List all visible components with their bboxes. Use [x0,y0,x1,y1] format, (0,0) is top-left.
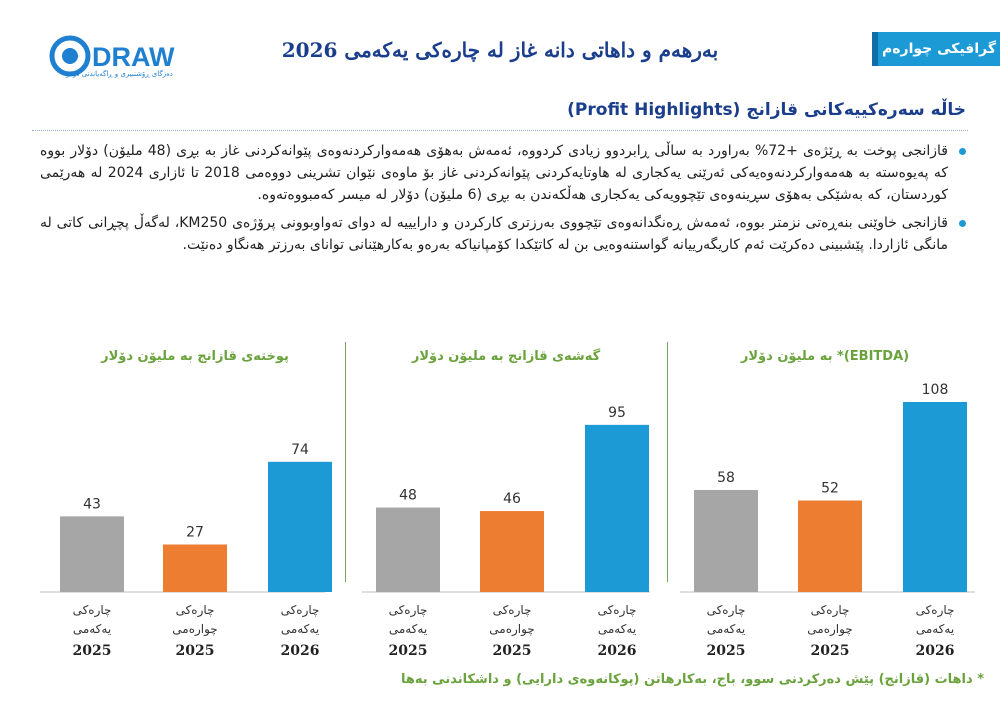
data-label: 27 [186,525,204,541]
category-label: چوارەمی [172,622,217,637]
bar [585,424,649,592]
data-label: 48 [399,488,417,504]
category-label: چوارەمی [489,622,534,637]
page-title: بەرهەم و داهاتی دانە غاز لە چارەکی یەکەم… [281,38,719,62]
category-year: 2025 [493,643,532,659]
category-label: چارەکی [176,603,215,618]
category-label: چارەکی [389,603,428,618]
category-year: 2025 [811,643,850,659]
chart-title: پوختەی قازانج بە ملیۆن دۆلار [100,349,289,364]
bar [60,516,124,592]
data-label: 108 [922,382,949,398]
category-label: چارەکی [281,603,320,618]
category-year: 2026 [281,643,320,659]
category-label: چارەکی [493,603,532,618]
category-label: یەکەمی [389,622,427,636]
highlights-list: قازانجی پوخت بە ڕێژەی +72% بەراورد بە سا… [40,140,966,262]
category-year: 2026 [598,643,637,659]
data-label: 52 [821,481,839,497]
data-label: 74 [291,442,309,458]
category-year: 2025 [707,643,746,659]
bar [376,507,440,592]
category-label: چوارەمی [807,622,852,637]
category-label: چارەکی [707,603,746,618]
chart-title: (EBITDA)* بە ملیۆن دۆلار [740,349,909,364]
category-year: 2025 [389,643,428,659]
category-label: چارەکی [598,603,637,618]
draw-logo: DRAW [49,35,175,77]
bar [694,489,758,592]
category-label: یەکەمی [281,622,319,636]
category-year: 2025 [73,643,112,659]
data-label: 46 [503,491,521,507]
chart-divider [345,342,346,582]
category-label: یەکەمی [73,622,111,636]
bullet-adjusted-profit: قازانجی خاوێنی بنەڕەتی نزمتر بووە، ئەمەش… [40,212,966,256]
chart-title: گەشەی قازانج بە ملیۆن دۆلار [411,348,601,364]
section-divider [32,130,968,131]
data-label: 58 [717,470,735,486]
bar [480,511,544,592]
graphic-tag: گرافیکی چوارەم [872,32,1000,66]
bullet-net-profit: قازانجی پوخت بە ڕێژەی +72% بەراورد بە سا… [40,140,966,206]
category-label: یەکەمی [707,622,745,636]
bar [163,544,227,592]
data-label: 95 [608,405,626,421]
bar [268,461,332,592]
footnote: * داهات (قازانج) پێش دەرکردنی سوو، باج، … [400,672,984,687]
category-label: یەکەمی [598,622,636,636]
logo-subtitle: دەزگای ڕۆشنبیری و ڕاگەیاندنی درەو [66,70,173,78]
category-label: چارەکی [916,603,955,618]
category-year: 2025 [176,643,215,659]
chart-divider [667,342,668,582]
logo-text: DRAW [92,42,175,72]
bar [903,402,967,592]
section-title: خاڵە سەرەکییەکانی قازانج (Profit Highlig… [567,100,966,120]
category-label: یەکەمی [916,622,954,636]
category-label: چارەکی [811,603,850,618]
data-label: 43 [83,496,101,512]
bar [798,500,862,592]
category-label: چارەکی [73,603,112,618]
category-year: 2026 [916,643,955,659]
